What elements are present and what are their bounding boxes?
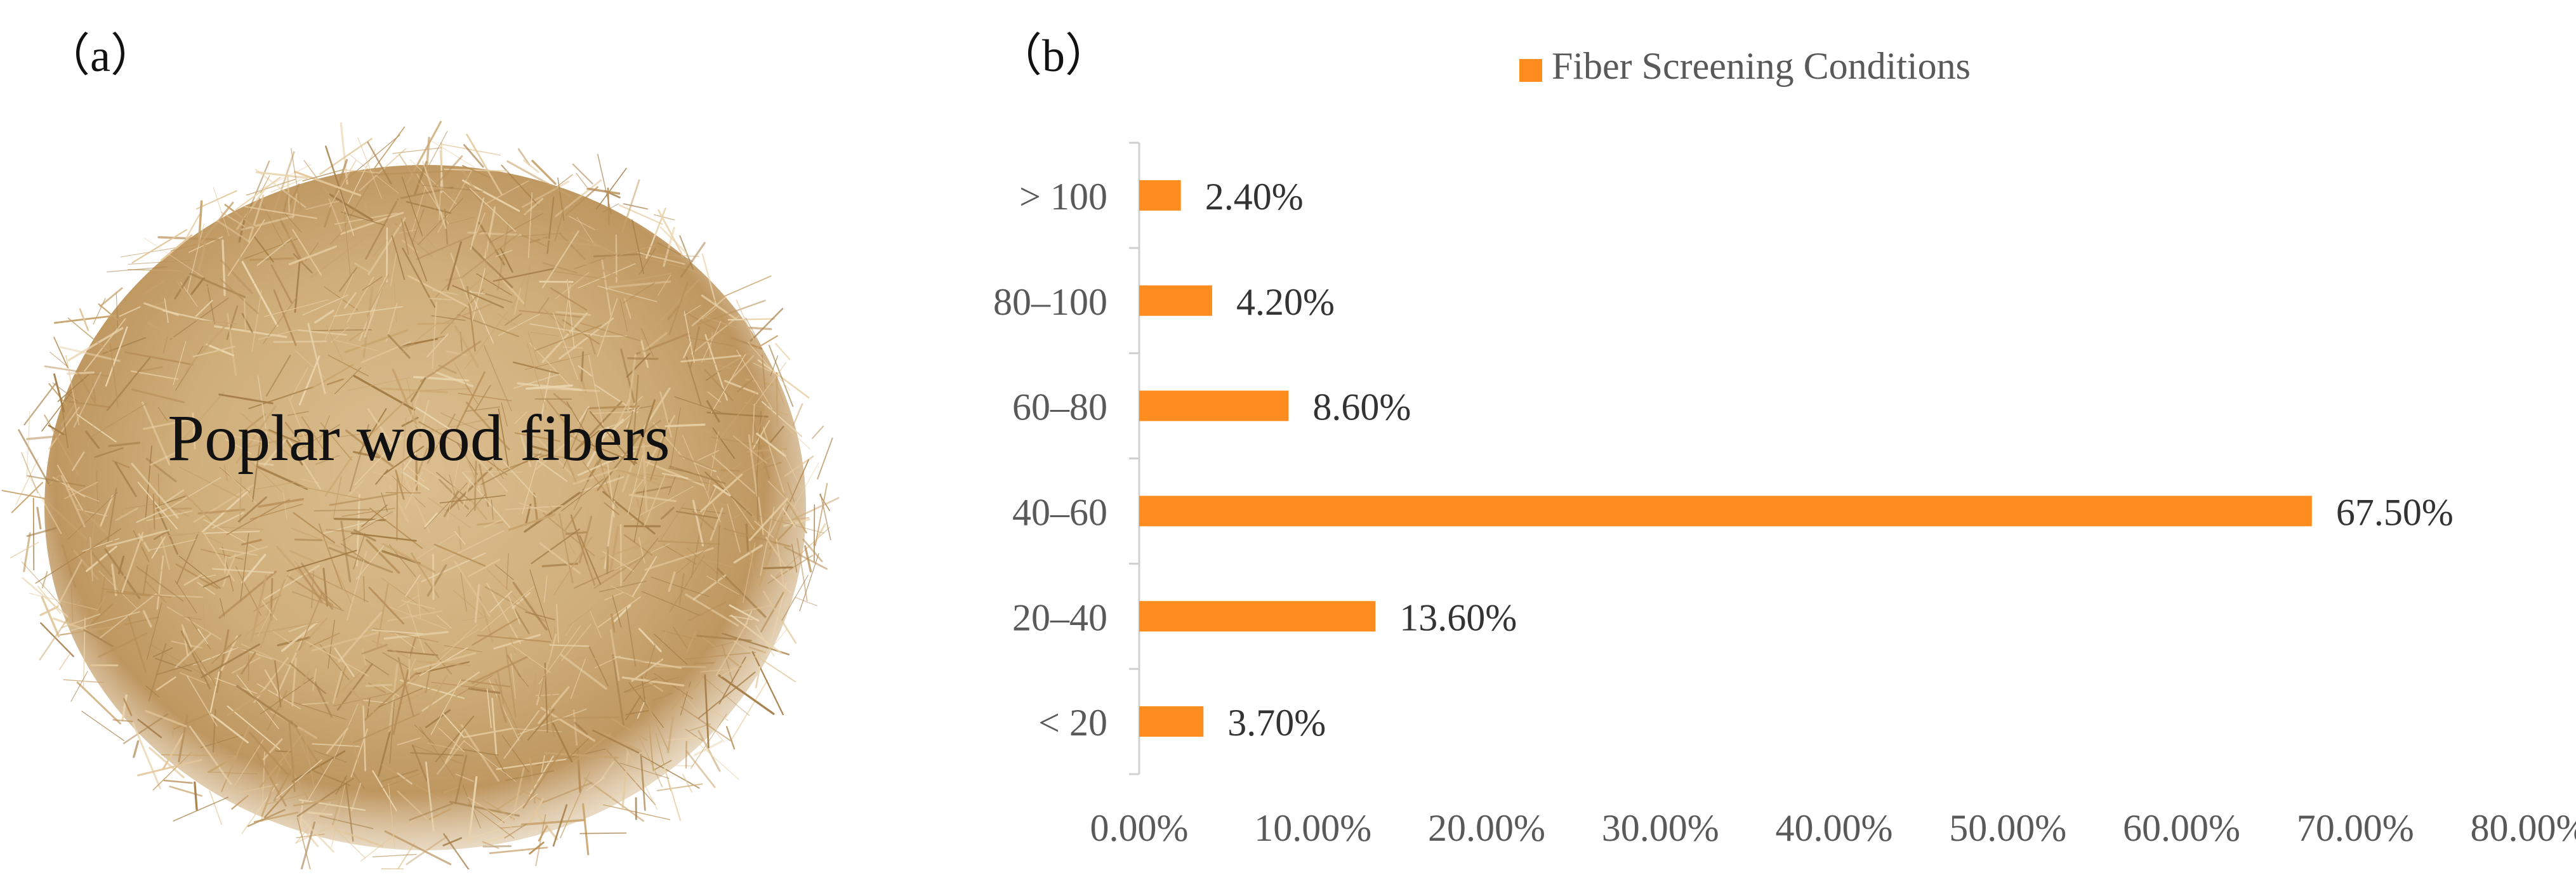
x-tick-label: 40.00% [1776,807,1893,849]
category-label: 60–80 [1012,386,1107,428]
x-tick-label: 70.00% [2297,807,2414,849]
bar-value-label: 4.20% [1236,281,1335,323]
legend: Fiber Screening Conditions [1519,45,1971,87]
fiber-strands [1,121,840,869]
panel-b-label: （b） [996,30,1111,81]
bar [1139,496,2312,527]
legend-swatch [1519,59,1542,82]
x-tick-label: 30.00% [1602,807,1719,849]
axes [1129,142,1140,775]
category-label: < 20 [1038,702,1107,744]
bar [1139,601,1376,632]
bar [1139,706,1204,737]
bar-value-label: 3.70% [1227,702,1326,744]
bar-value-label: 67.50% [2336,491,2454,533]
bar-value-label: 13.60% [1399,596,1517,638]
x-tick-label: 60.00% [2123,807,2240,849]
x-tick-label: 10.00% [1254,807,1371,849]
bar-value-label: 2.40% [1205,176,1304,218]
x-tick-labels: 0.00% 10.00% 20.00% 30.00% 40.00% 50.00% 60.00… [1090,807,2576,849]
category-label: 40–60 [1012,491,1107,533]
bar [1139,390,1289,421]
bars [1139,180,2312,737]
x-tick-label: 20.00% [1428,807,1545,849]
bar-value-label: 8.60% [1312,386,1411,428]
bar [1139,285,1212,316]
photo-caption: Poplar wood fibers [168,402,670,475]
legend-label: Fiber Screening Conditions [1552,45,1971,87]
bar [1139,180,1181,211]
x-tick-label: 0.00% [1090,807,1189,849]
poplar-fiber-photo: Poplar wood fibers [1,121,840,869]
x-tick-label: 50.00% [1949,807,2066,849]
category-label: 20–40 [1012,596,1107,638]
category-labels: > 100 80–100 60–80 40–60 20–40 < 20 [993,176,1107,744]
x-tick-label: 80.00% [2471,807,2576,849]
category-label: > 100 [1019,176,1107,218]
panel-a-label: （a） [44,30,156,81]
bar-labels: 2.40% 4.20% 8.60% 67.50% 13.60% 3.70% [1205,176,2454,744]
category-label: 80–100 [993,281,1107,323]
